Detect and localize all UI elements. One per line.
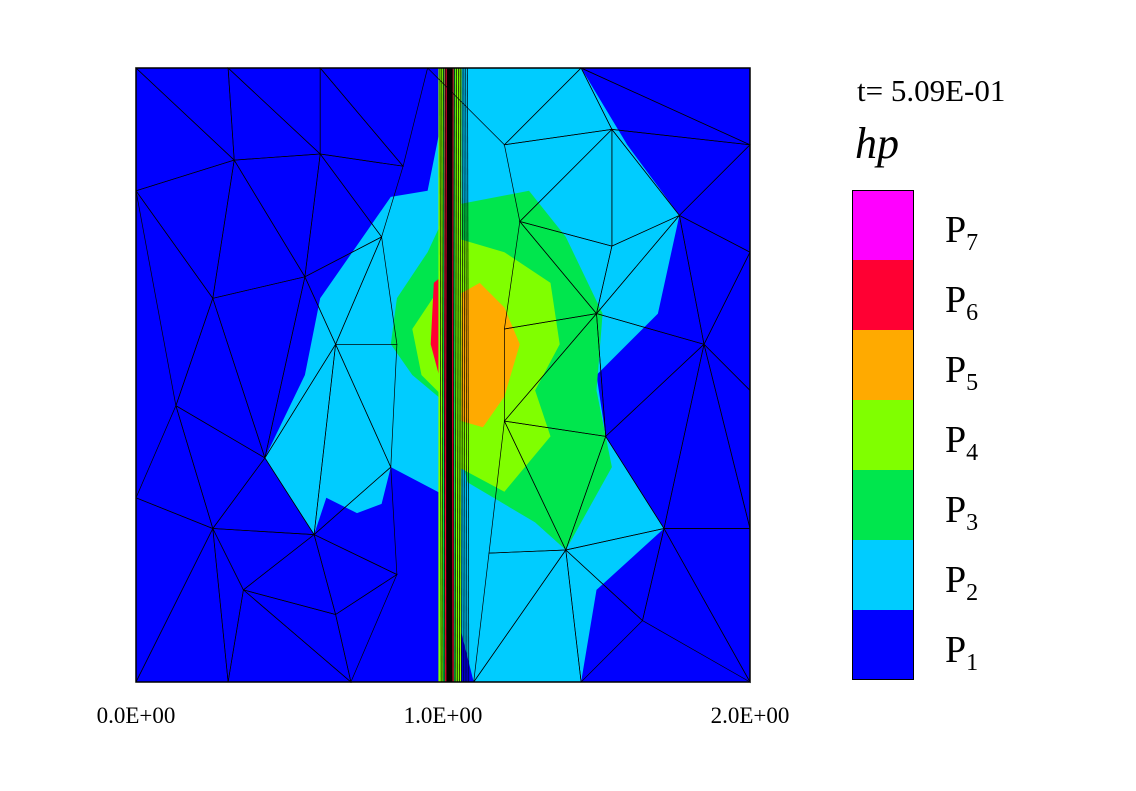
legend-swatch	[852, 400, 914, 470]
fine-mesh-line	[443, 67, 446, 683]
legend-label: P5	[945, 348, 978, 397]
legend-label: P2	[945, 558, 978, 607]
legend-label-base: P	[945, 279, 967, 321]
legend-label-subscript: 5	[966, 370, 979, 396]
legend-item-p5: P5	[852, 330, 1052, 400]
fine-mesh-line	[439, 67, 442, 683]
fine-mesh-line	[458, 67, 460, 683]
legend-label-subscript: 6	[966, 300, 979, 326]
legend-label: P7	[945, 208, 978, 257]
fine-mesh-line	[450, 67, 453, 683]
legend-item-p2: P2	[852, 540, 1052, 610]
fine-mesh-line	[463, 67, 466, 683]
fine-mesh-line	[446, 67, 449, 683]
legend-swatch	[852, 540, 914, 610]
legend-swatch	[852, 610, 914, 680]
fine-mesh-line	[448, 67, 451, 683]
legend-label-subscript: 3	[966, 510, 979, 536]
mesh-lines	[135, 67, 751, 684]
legend-item-p3: P3	[852, 470, 1052, 540]
mesh-triangle	[335, 573, 398, 684]
legend-label-subscript: 7	[966, 230, 979, 256]
fine-mesh-line	[454, 67, 457, 683]
legend-label-base: P	[945, 559, 967, 601]
legend-label-subscript: 4	[966, 440, 979, 466]
legend-label-base: P	[945, 349, 967, 391]
legend-label: P4	[945, 418, 978, 467]
legend: P7 P6 P5 P4 P3 P2 P1	[852, 190, 1052, 680]
legend-swatch	[852, 190, 914, 260]
x-tick-label: 2.0E+00	[710, 703, 790, 728]
legend-swatch	[852, 330, 914, 400]
legend-label: P3	[945, 488, 978, 537]
legend-item-p1: P1	[852, 610, 1052, 680]
legend-swatch	[852, 470, 914, 540]
fine-mesh-line	[461, 67, 464, 683]
fine-mesh-line	[465, 67, 468, 683]
legend-item-p4: P4	[852, 400, 1052, 470]
fine-mesh-line	[467, 67, 470, 683]
fine-mesh-line	[459, 67, 462, 683]
fine-mesh-line	[456, 67, 459, 683]
legend-label: P1	[945, 628, 978, 677]
fine-mesh-line	[445, 67, 448, 683]
x-tick-label: 1.0E+00	[403, 703, 483, 728]
time-label: t= 5.09E-01	[857, 73, 1006, 108]
legend-label-base: P	[945, 419, 967, 461]
legend-label-subscript: 1	[966, 650, 979, 676]
legend-label-base: P	[945, 489, 967, 531]
fine-mesh-line	[441, 67, 444, 683]
legend-label: P6	[945, 278, 978, 327]
fine-mesh-line	[452, 67, 455, 683]
mesh-triangle	[565, 549, 644, 683]
legend-label-base: P	[945, 209, 967, 251]
legend-swatch	[852, 260, 914, 330]
plot-frame	[135, 67, 751, 683]
variable-label: hp	[855, 119, 899, 168]
legend-item-p7: P7	[852, 190, 1052, 260]
mesh-triangle	[642, 527, 751, 683]
x-tick-label: 0.0E+00	[96, 703, 176, 728]
legend-item-p6: P6	[852, 260, 1052, 330]
legend-label-subscript: 2	[966, 580, 979, 606]
legend-label-base: P	[945, 629, 967, 671]
